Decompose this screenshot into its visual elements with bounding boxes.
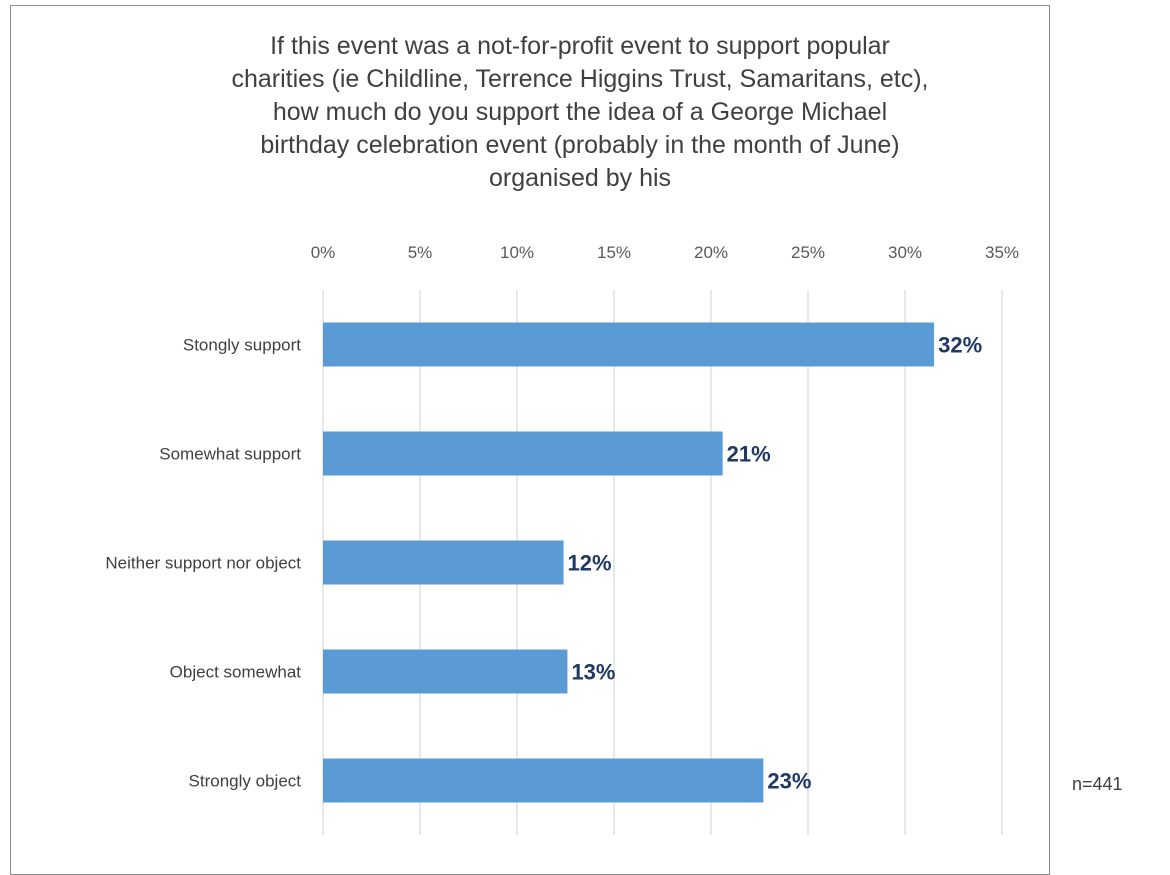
bar (323, 322, 935, 367)
category-label: Somewhat support (159, 445, 301, 464)
data-label: 21% (727, 442, 771, 467)
data-label: 12% (568, 551, 612, 576)
x-tick-label: 15% (597, 243, 631, 262)
x-tick-label: 35% (985, 243, 1019, 262)
chart-title-line: charities (ie Childline, Terrence Higgin… (231, 65, 929, 93)
x-tick-label: 30% (888, 243, 922, 262)
bar (323, 431, 723, 476)
sample-size-note: n=441 (1072, 774, 1123, 794)
x-tick-label: 25% (791, 243, 825, 262)
chart-title-line: how much do you support the idea of a Ge… (272, 98, 888, 126)
data-label: 23% (767, 769, 811, 794)
chart-title-line: birthday celebration event (probably in … (260, 131, 900, 159)
chart-title-line: If this event was a not-for-profit event… (270, 32, 890, 60)
data-label: 32% (938, 333, 982, 358)
bar (323, 540, 564, 585)
bar (323, 649, 568, 694)
chart-title-line: organised by his (488, 164, 672, 192)
x-tick-label: 5% (408, 243, 433, 262)
category-label: Neither support nor object (105, 554, 301, 573)
x-tick-label: 20% (694, 243, 728, 262)
bar (323, 758, 764, 803)
category-label: Strongly object (189, 772, 302, 791)
data-label: 13% (571, 660, 615, 685)
x-tick-label: 10% (500, 243, 534, 262)
category-label: Object somewhat (170, 663, 302, 682)
chart-title: If this event was a not-for-profit event… (30, 30, 1130, 195)
category-label: Stongly support (183, 336, 301, 355)
x-tick-label: 0% (311, 243, 336, 262)
